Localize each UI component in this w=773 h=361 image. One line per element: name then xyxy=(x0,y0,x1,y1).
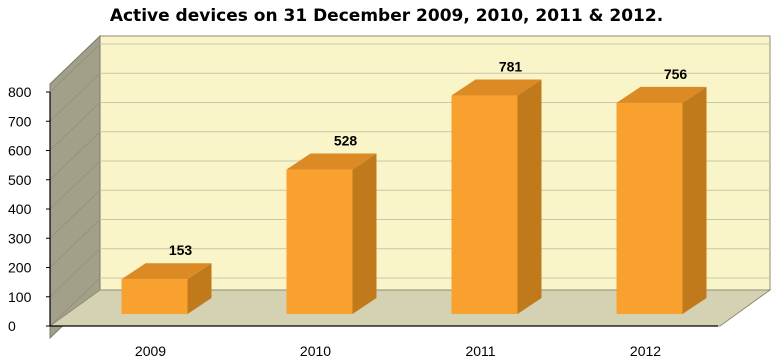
bar-side xyxy=(517,79,542,315)
bar-top xyxy=(451,79,542,96)
gridline-side xyxy=(49,248,101,297)
bar-side xyxy=(187,263,212,314)
data-labels: 153 528 781 756 xyxy=(169,59,688,259)
side-wall xyxy=(49,34,101,340)
bar-side xyxy=(682,86,707,315)
gridline-side xyxy=(49,219,101,268)
data-label: 781 xyxy=(499,59,523,75)
x-tick-label: 2010 xyxy=(300,343,331,359)
gridline-side xyxy=(49,160,101,210)
chart-title: Active devices on 31 December 2009, 2010… xyxy=(109,6,664,26)
bar-top xyxy=(121,263,212,280)
y-tick-label: 500 xyxy=(8,172,32,188)
y-tick-label: 0 xyxy=(8,318,16,334)
gridline-side xyxy=(49,131,101,180)
y-tick-label: 600 xyxy=(8,143,32,159)
data-label: 153 xyxy=(169,242,193,258)
y-tick-label: 700 xyxy=(8,113,32,129)
x-tick-label: 2011 xyxy=(465,343,495,359)
x-tick-label: 2012 xyxy=(630,343,661,359)
bar-side xyxy=(352,153,377,314)
gridline-side xyxy=(49,73,101,122)
y-tick-label: 200 xyxy=(8,260,32,276)
bars xyxy=(121,79,707,315)
bar-front xyxy=(286,169,353,314)
bar-front xyxy=(616,102,683,315)
bar-top xyxy=(286,153,377,170)
y-tick-label: 800 xyxy=(8,84,32,100)
y-tick-label: 300 xyxy=(8,230,32,246)
data-label: 756 xyxy=(664,66,688,82)
gridline-side xyxy=(49,277,101,327)
gridline-side xyxy=(49,43,101,93)
gridline-side xyxy=(49,190,101,239)
bar-front xyxy=(121,279,188,314)
y-tick-label: 400 xyxy=(8,201,32,217)
floor xyxy=(48,289,772,327)
bar-front xyxy=(451,95,518,315)
bar-top xyxy=(616,86,707,103)
data-label: 528 xyxy=(334,133,358,149)
x-axis: 2009 2010 2011 2012 xyxy=(135,343,661,359)
gridline-side xyxy=(49,102,101,151)
y-axis: 0 100 200 300 400 500 600 700 800 xyxy=(8,84,718,334)
x-tick-label: 2009 xyxy=(135,343,166,359)
y-tick-label: 100 xyxy=(8,289,32,305)
